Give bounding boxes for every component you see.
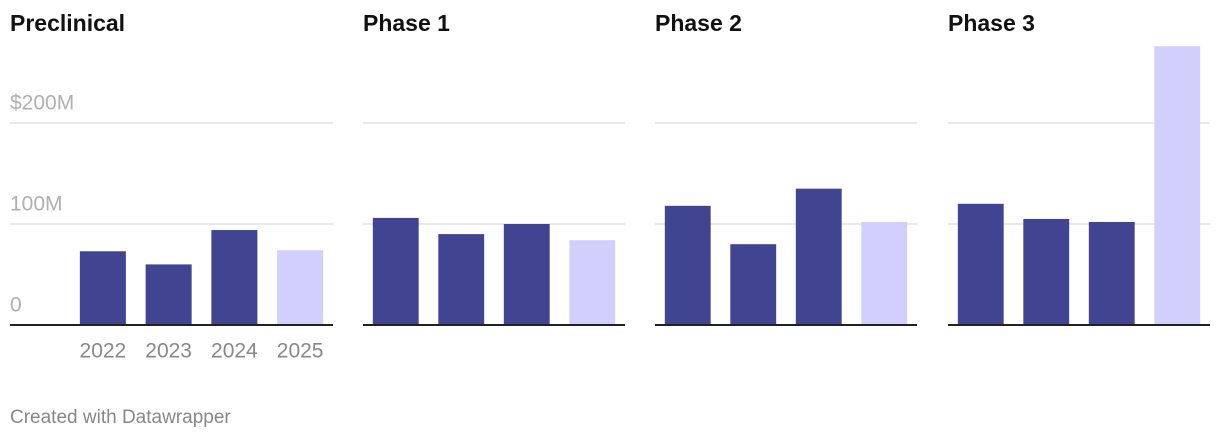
x-tick-label: 2022	[80, 340, 127, 363]
footer: Created with Datawrapper	[10, 407, 231, 428]
bar	[1023, 218, 1070, 325]
panel-title: Preclinical	[10, 10, 125, 36]
y-tick-label: 0	[10, 294, 22, 317]
bar	[438, 234, 485, 325]
x-tick-label: 2024	[211, 340, 258, 363]
bar	[372, 217, 419, 325]
bar	[277, 250, 324, 325]
bar	[211, 230, 258, 325]
panel-title: Phase 3	[948, 10, 1035, 36]
bar	[861, 221, 908, 325]
panel-title: Phase 2	[655, 10, 742, 36]
y-tick-label: 100M	[10, 193, 63, 216]
bar	[1154, 46, 1201, 326]
bar	[795, 188, 842, 325]
bar	[569, 240, 616, 325]
x-tick-label: 2023	[145, 340, 192, 363]
bar	[79, 251, 126, 325]
bar	[664, 205, 711, 325]
bar	[730, 244, 777, 325]
panel-title: Phase 1	[363, 10, 450, 36]
bar	[145, 264, 192, 325]
x-tick-label: 2025	[277, 340, 324, 363]
y-tick-label: $200M	[10, 92, 74, 115]
bar	[1088, 221, 1135, 325]
bar	[957, 203, 1004, 325]
bar	[503, 224, 550, 325]
